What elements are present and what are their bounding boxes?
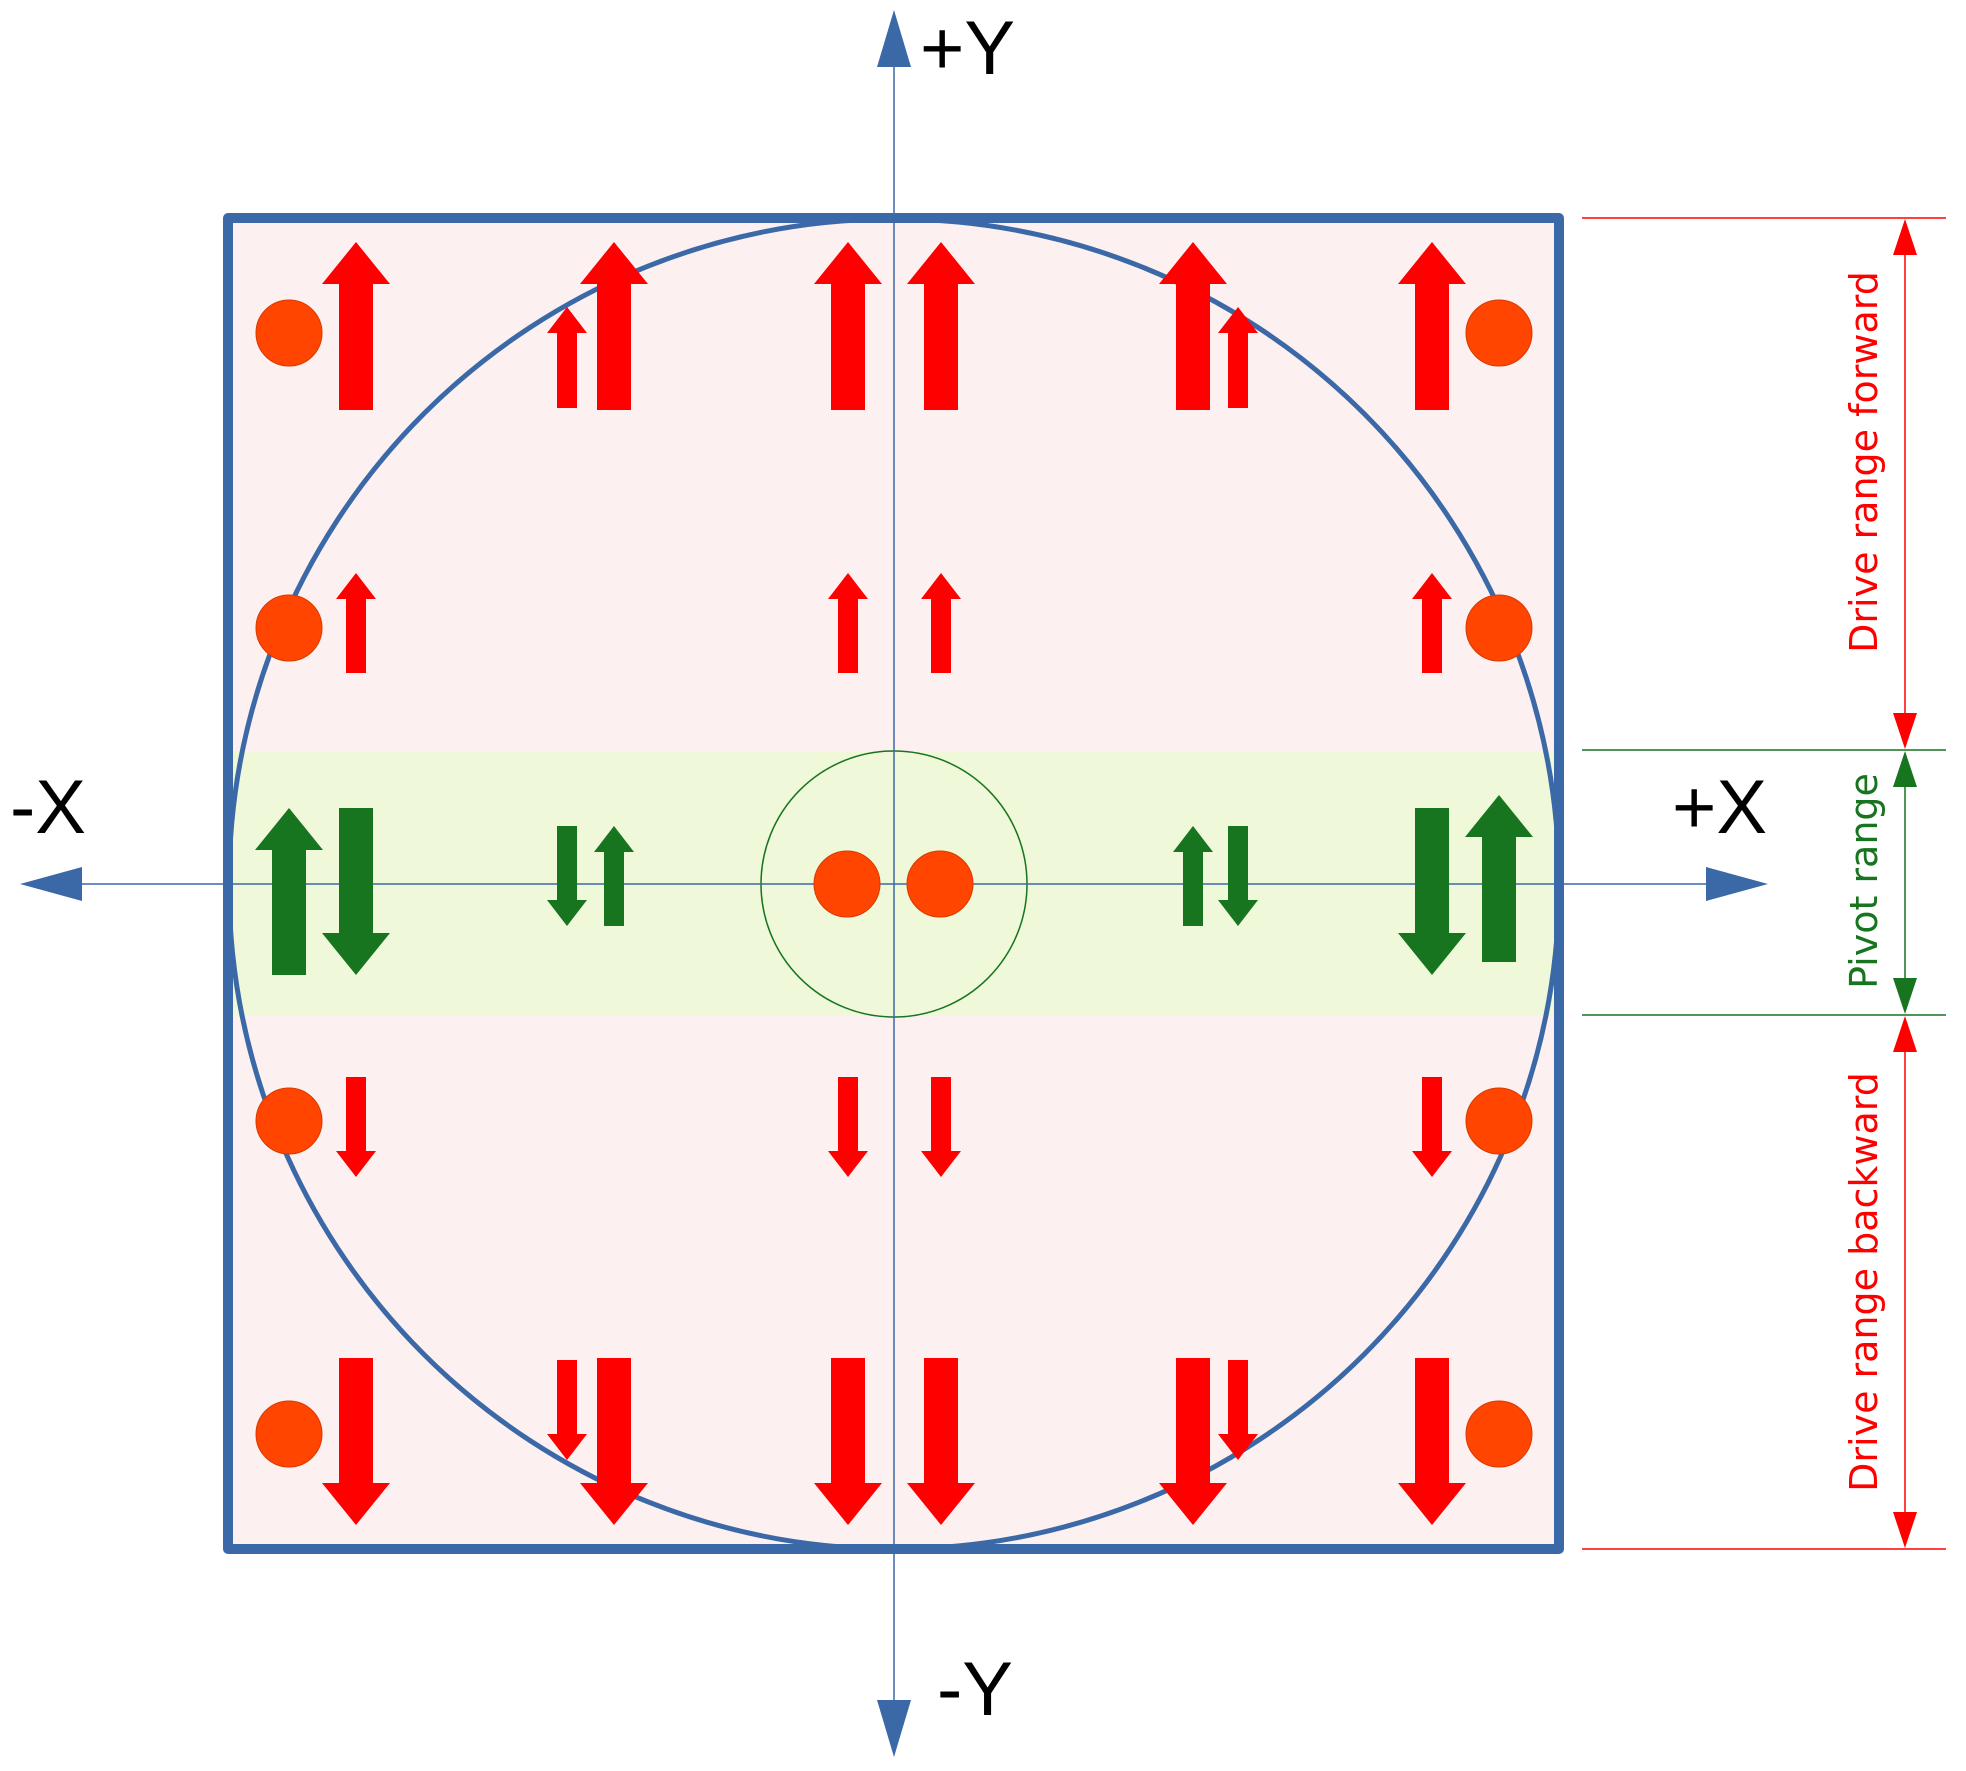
backward-dim-top-arrow-icon [1893, 1016, 1917, 1052]
pivot-up-arrow-icon [1465, 795, 1533, 962]
wheel-dot [1465, 1087, 1533, 1155]
backward-arrow-icon [907, 1358, 975, 1525]
plus-y-label: +Y [920, 6, 1015, 91]
minus-y-label: -Y [937, 1647, 1013, 1732]
forward-arrow-icon [814, 242, 882, 410]
pivot-dim-top-arrow-icon [1893, 751, 1917, 787]
forward-slow-arrow-icon [921, 573, 961, 673]
pivot-down-small-arrow-icon [547, 826, 587, 926]
plus-x-label: +X [1672, 765, 1767, 850]
plus-y-arrowhead-icon [877, 10, 911, 67]
backward-arrow-icon [814, 1358, 882, 1525]
pivot-down-arrow-icon [1398, 808, 1466, 975]
forward-slow-arrow-icon [336, 573, 376, 673]
backward-dim-bottom-arrow-icon [1893, 1512, 1917, 1548]
backward-small-arrow-icon [547, 1360, 587, 1460]
pivot-up-small-arrow-icon [1173, 826, 1213, 926]
forward-arrow-icon [580, 242, 648, 410]
backward-slow-arrow-icon [828, 1077, 868, 1177]
plus-x-arrowhead-icon [1706, 867, 1768, 901]
wheel-dot [255, 594, 323, 662]
forward-arrow-icon [1159, 242, 1227, 410]
wheel-dot [255, 1400, 323, 1468]
wheel-dot [1465, 1400, 1533, 1468]
drive-range-forward-label: Drive range forward [1842, 271, 1886, 653]
backward-arrow-icon [1159, 1358, 1227, 1525]
forward-slow-arrow-icon [1412, 573, 1452, 673]
forward-arrow-icon [322, 242, 390, 410]
wheel-dot [813, 850, 881, 918]
wheel-dot [1465, 299, 1533, 367]
backward-slow-arrow-icon [336, 1077, 376, 1177]
wheel-dot [1465, 594, 1533, 662]
backward-arrow-icon [1398, 1358, 1466, 1525]
minus-x-label: -X [10, 765, 86, 850]
backward-arrow-icon [580, 1358, 648, 1525]
minus-y-arrowhead-icon [877, 1700, 911, 1757]
wheel-dot [255, 1087, 323, 1155]
pivot-down-arrow-icon [322, 808, 390, 975]
wheel-dot [906, 850, 974, 918]
pivot-range-label: Pivot range [1842, 773, 1886, 989]
pivot-up-small-arrow-icon [594, 826, 634, 926]
motion-arrows-layer [255, 242, 1533, 1525]
backward-slow-arrow-icon [921, 1077, 961, 1177]
forward-arrow-icon [907, 242, 975, 410]
forward-dim-bottom-arrow-icon [1893, 713, 1917, 749]
minus-x-arrowhead-icon [20, 867, 82, 901]
forward-small-arrow-icon [547, 307, 587, 408]
backward-arrow-icon [322, 1358, 390, 1525]
drive-range-backward-label: Drive range backward [1842, 1072, 1886, 1492]
forward-dim-top-arrow-icon [1893, 219, 1917, 255]
backward-small-arrow-icon [1218, 1360, 1258, 1460]
backward-slow-arrow-icon [1412, 1077, 1452, 1177]
wheel-dot [255, 299, 323, 367]
forward-slow-arrow-icon [828, 573, 868, 673]
pivot-dim-bottom-arrow-icon [1893, 978, 1917, 1014]
forward-small-arrow-icon [1218, 307, 1258, 408]
pivot-up-arrow-icon [255, 808, 323, 975]
forward-arrow-icon [1398, 242, 1466, 410]
pivot-down-small-arrow-icon [1218, 826, 1258, 926]
